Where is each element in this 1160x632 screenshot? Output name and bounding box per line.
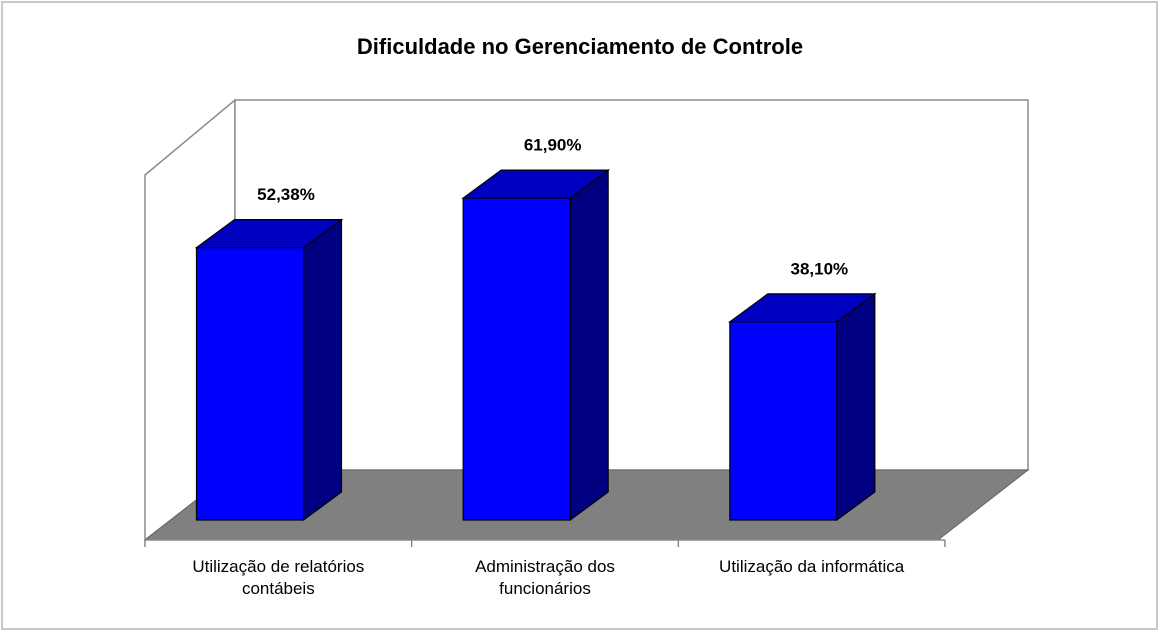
bar	[729, 321, 838, 521]
data-label: 61,90%	[524, 136, 582, 155]
bar-side	[836, 292, 876, 522]
chart-title: Dificuldade no Gerenciamento de Controle	[357, 34, 803, 59]
bar-side	[569, 168, 609, 522]
x-tick-label: Utilização da informática	[719, 557, 905, 576]
x-tick-label: Administração dos funcionários	[475, 557, 615, 598]
data-label: 38,10%	[790, 259, 848, 278]
data-label: 52,38%	[257, 185, 315, 204]
bar	[462, 197, 571, 521]
x-tick-label: Utilização de relatórios contábeis	[192, 557, 365, 598]
back-wall	[234, 99, 1029, 471]
bar	[195, 247, 305, 521]
bar-side	[302, 218, 343, 522]
